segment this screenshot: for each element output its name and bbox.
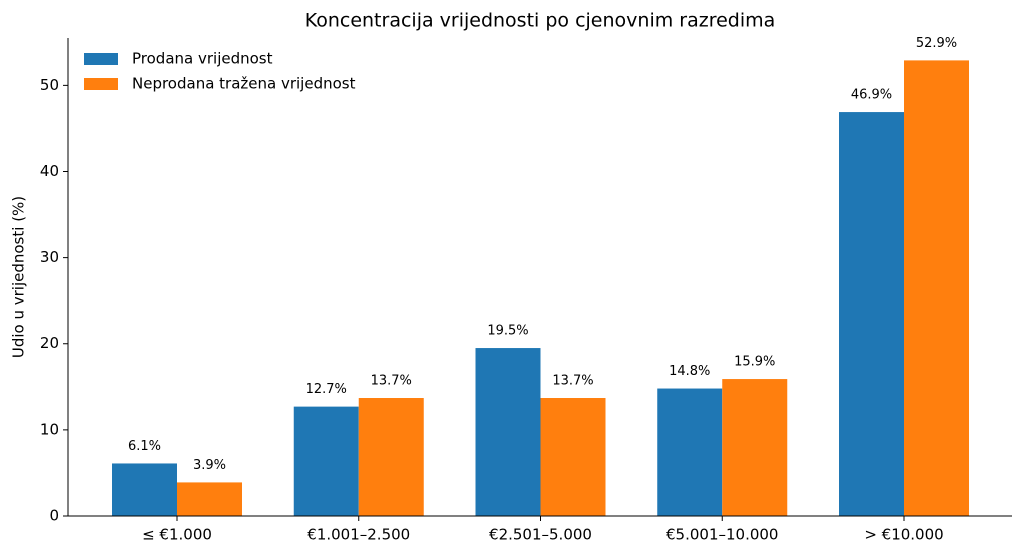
y-tick-label: 50	[40, 76, 59, 94]
bar	[839, 112, 904, 516]
y-tick-label: 30	[40, 248, 59, 266]
bar	[358, 398, 424, 516]
legend-swatch	[84, 53, 118, 65]
value-label: 6.1%	[128, 439, 161, 454]
value-label: 52.9%	[916, 36, 957, 51]
value-label: 14.8%	[669, 364, 710, 379]
y-tick-label: 0	[49, 507, 59, 525]
value-label: 12.7%	[306, 382, 347, 397]
value-label: 13.7%	[552, 374, 593, 389]
value-label: 19.5%	[487, 324, 528, 339]
bar	[112, 463, 177, 516]
x-tick-label: €1.001–2.500	[307, 526, 410, 544]
bar	[177, 482, 242, 516]
x-tick-label: €2.501–5.000	[489, 526, 592, 544]
x-tick-label: > €10.000	[864, 526, 943, 544]
value-label: 15.9%	[734, 355, 775, 370]
x-tick-label: €5.001–10.000	[666, 526, 778, 544]
bar	[293, 406, 359, 516]
bar	[540, 398, 606, 516]
legend-label: Prodana vrijednost	[132, 50, 273, 68]
bar	[657, 388, 723, 516]
value-label: 13.7%	[371, 374, 412, 389]
bar	[904, 60, 969, 516]
value-label: 3.9%	[193, 458, 226, 473]
chart-title: Koncentracija vrijednosti po cjenovnim r…	[305, 10, 776, 32]
y-tick-label: 40	[40, 162, 59, 180]
legend-label: Neprodana tražena vrijednost	[132, 75, 356, 93]
x-tick-label: ≤ €1.000	[142, 526, 212, 544]
y-axis-label: Udio u vrijednosti (%)	[10, 196, 28, 358]
y-tick-label: 10	[40, 420, 59, 438]
bar	[722, 379, 788, 516]
legend-swatch	[84, 78, 118, 90]
value-label: 46.9%	[851, 88, 892, 103]
y-tick-label: 20	[40, 334, 59, 352]
bar	[475, 348, 541, 516]
